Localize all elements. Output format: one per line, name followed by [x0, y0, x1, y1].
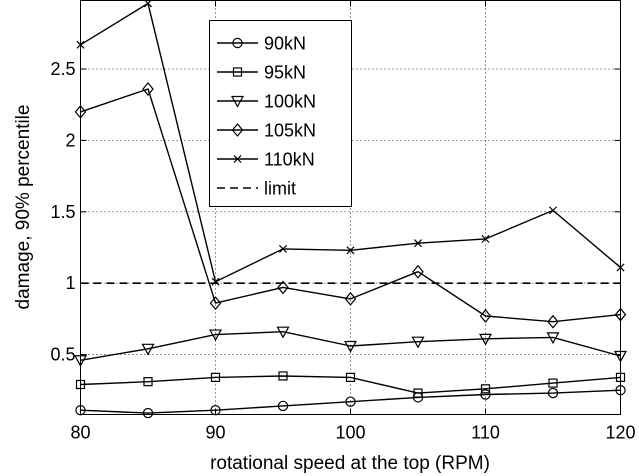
data-point-100kn: [141, 343, 155, 356]
ticks: 80 90 100 110 120 0.5 1 1.5 2 2.5: [50, 0, 636, 443]
legend-entry-95kn: 95kN: [217, 63, 306, 83]
series-line-105kn: [80, 88, 621, 323]
legend-box: [209, 20, 352, 207]
data-point-110kn: [481, 234, 490, 243]
data-point-100kn: [478, 333, 493, 346]
data-point-90kn: [142, 407, 154, 419]
x-tick-label: 80: [70, 423, 90, 443]
legend-marker: [232, 37, 243, 49]
data-point-90kn: [345, 396, 356, 407]
data-point-105kn: [547, 314, 559, 329]
legend-entry-100kn: 100kN: [217, 92, 316, 112]
x-tick-label: 100: [335, 423, 365, 443]
data-point-95kn: [548, 378, 558, 388]
legend-label: 105kN: [264, 121, 316, 141]
data-point-105kn: [412, 264, 424, 279]
series-90kn: [75, 385, 626, 419]
legend-label: limit: [264, 179, 296, 199]
x-tick-label: 110: [471, 423, 500, 443]
legend: 90kN 95kN 100kN 105kN 110kN limit: [209, 20, 352, 207]
data-point-105kn: [277, 280, 289, 295]
data-point-110kn: [278, 244, 288, 253]
data-point-110kn: [211, 277, 220, 286]
series-line-95kn: [80, 375, 621, 394]
data-point-95kn: [413, 388, 423, 398]
series-line-90kn: [80, 389, 621, 414]
data-point-110kn: [548, 206, 558, 215]
data-point-105kn: [344, 291, 357, 306]
data-point-105kn: [209, 296, 222, 311]
series-layer: [73, 0, 628, 419]
data-point-90kn: [277, 400, 289, 412]
y-tick-label: 2.5: [50, 59, 75, 79]
data-point-95kn: [480, 384, 491, 394]
data-point-100kn: [208, 329, 223, 342]
legend-entry-limit: limit: [217, 179, 296, 199]
y-axis-label: damage, 90% percentile: [13, 105, 34, 310]
x-axis-label: rotational speed at the top (RPM): [210, 453, 490, 474]
data-point-100kn: [343, 340, 358, 353]
legend-label: 100kN: [264, 92, 316, 112]
legend-label: 110kN: [264, 150, 315, 170]
y-tick-label: 0.5: [50, 345, 75, 365]
data-point-105kn: [142, 82, 154, 96]
data-point-110kn: [413, 239, 423, 248]
data-point-95kn: [345, 372, 356, 382]
data-point-110kn: [346, 246, 355, 255]
data-point-90kn: [547, 387, 559, 399]
legend-marker: [230, 95, 245, 108]
legend-entry-90kn: 90kN: [217, 34, 306, 54]
data-point-105kn: [479, 309, 492, 323]
legend-marker: [233, 154, 242, 164]
series-110kn: [76, 0, 625, 286]
y-tick-label: 2: [65, 130, 75, 150]
legend-label: 95kN: [264, 63, 306, 83]
data-point-100kn: [276, 326, 290, 339]
legend-entry-105kn: 105kN: [217, 121, 316, 141]
data-point-95kn: [278, 371, 288, 381]
legend-marker: [232, 67, 243, 77]
x-tick-label: 90: [205, 423, 225, 443]
series-line-100kn: [80, 331, 621, 361]
legend-marker: [231, 123, 244, 137]
data-point-95kn: [210, 372, 221, 382]
legend-label: 90kN: [264, 34, 306, 54]
data-point-95kn: [143, 377, 153, 387]
legend-entry-110kn: 110kN: [217, 150, 315, 170]
y-tick-label: 1: [65, 273, 75, 293]
x-tick-label: 120: [605, 423, 635, 443]
y-tick-label: 1.5: [50, 202, 75, 222]
data-point-100kn: [546, 332, 560, 345]
data-point-100kn: [411, 336, 425, 349]
series-105kn: [74, 82, 627, 329]
data-point-90kn: [480, 389, 491, 400]
